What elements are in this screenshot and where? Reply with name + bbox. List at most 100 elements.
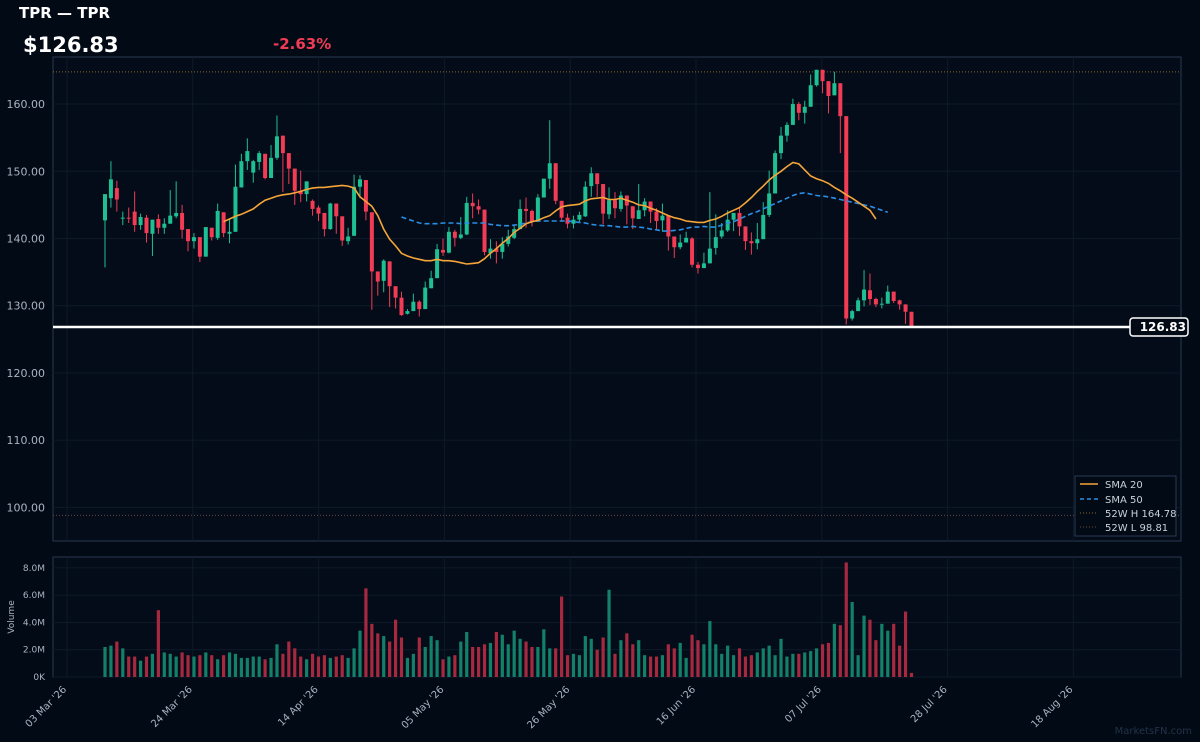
candle-body — [713, 237, 718, 248]
candle-body — [209, 227, 214, 238]
volume-bar — [364, 588, 368, 677]
candle — [203, 227, 208, 257]
candle — [363, 180, 368, 221]
candle-body — [636, 210, 641, 220]
candle-body — [518, 208, 523, 230]
candle — [441, 238, 446, 256]
candle-body — [731, 212, 736, 220]
volume-bar — [898, 645, 902, 677]
price-tick-label: 110.00 — [7, 434, 46, 447]
volume-bar — [560, 596, 564, 677]
candle-body — [352, 186, 357, 236]
candle — [826, 81, 831, 114]
candle — [209, 227, 214, 241]
candle-body — [589, 173, 594, 187]
volume-bar — [465, 632, 469, 677]
volume-bar — [429, 636, 433, 677]
candle-body — [387, 261, 392, 287]
volume-bar — [726, 645, 730, 677]
candle-body — [120, 217, 125, 219]
volume-bar — [210, 655, 214, 677]
candle — [577, 211, 582, 223]
volume-bar — [293, 648, 297, 677]
price-tick-label: 130.00 — [7, 300, 46, 313]
candle-body — [174, 212, 179, 217]
volume-axis-label: Volume — [7, 600, 17, 634]
volume-bar — [536, 647, 540, 677]
volume-bar — [144, 656, 149, 677]
volume-bar — [358, 630, 362, 677]
volume-bar — [506, 644, 510, 677]
candle-body — [808, 85, 813, 107]
candle — [790, 98, 795, 125]
volume-bar — [109, 645, 113, 677]
candle — [417, 300, 422, 317]
volume-bar — [524, 641, 528, 677]
candle-body — [535, 197, 540, 222]
volume-bar — [773, 655, 777, 677]
candle-body — [749, 241, 754, 244]
candle — [731, 212, 736, 232]
candle — [547, 120, 552, 189]
candle — [850, 309, 855, 321]
volume-bar — [411, 653, 415, 677]
last-price-tag — [1129, 317, 1189, 337]
candle-body — [203, 227, 208, 257]
candle-body — [156, 219, 161, 228]
candle — [589, 167, 594, 197]
candle — [286, 153, 291, 185]
candle — [595, 173, 600, 197]
volume-bar — [138, 660, 143, 677]
candle-body — [263, 153, 268, 178]
candle-body — [464, 202, 469, 235]
volume-bar — [761, 648, 765, 677]
candle — [838, 83, 843, 154]
candle-body — [411, 301, 416, 312]
candle — [524, 197, 529, 228]
candle-body — [346, 236, 351, 242]
candle — [423, 281, 428, 310]
candle-body — [678, 242, 683, 248]
volume-bar — [613, 653, 617, 677]
candle — [476, 199, 481, 215]
time-tick-label: 18 Aug '26 — [1029, 684, 1075, 730]
candle — [737, 206, 742, 236]
candle-body — [269, 157, 274, 178]
volume-bar — [103, 647, 107, 677]
candle-body — [779, 135, 784, 154]
volume-bar — [174, 656, 178, 677]
candle-body — [618, 195, 623, 209]
candle — [120, 211, 125, 226]
volume-bar — [192, 656, 196, 677]
candle-body — [482, 209, 487, 252]
candle — [429, 270, 434, 289]
volume-bar — [637, 640, 641, 677]
volume-bar — [892, 623, 896, 677]
candle-body — [274, 136, 279, 158]
candle-body — [571, 219, 576, 224]
candle — [274, 115, 279, 160]
volume-bar — [868, 619, 872, 677]
candle-body — [838, 83, 843, 117]
candle — [779, 126, 784, 160]
candle-body — [814, 69, 819, 86]
candle — [156, 214, 161, 234]
volume-bar — [399, 637, 404, 677]
volume-bar — [299, 656, 303, 677]
volume-tick-label: 2.0M — [23, 646, 45, 656]
candle-body — [856, 300, 861, 312]
candle-body — [873, 299, 878, 305]
candle — [334, 203, 339, 234]
volume-bar — [850, 602, 854, 677]
candle — [867, 273, 872, 306]
candle-body — [286, 153, 291, 169]
candle — [684, 231, 689, 243]
candle-body — [126, 217, 131, 219]
volume-bar — [275, 644, 279, 677]
candle-body — [648, 201, 653, 212]
volume-bar — [909, 672, 914, 677]
volume-bar — [654, 656, 659, 677]
candle-body — [322, 212, 327, 230]
candle — [755, 223, 760, 250]
